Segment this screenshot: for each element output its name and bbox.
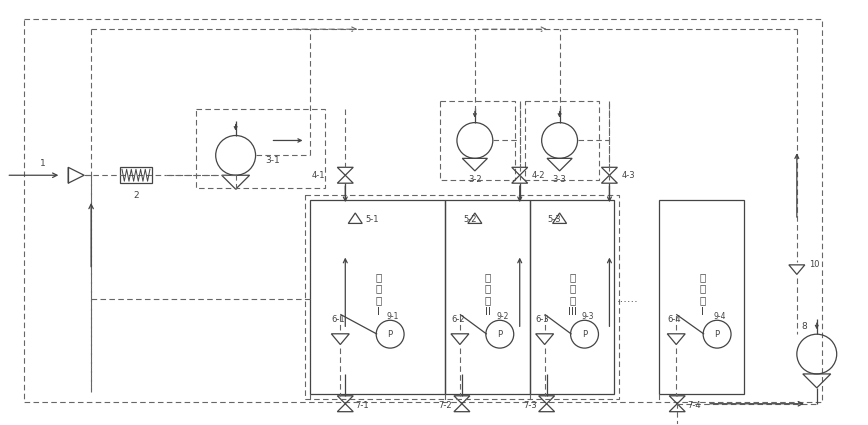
Text: 7-3: 7-3	[523, 401, 536, 410]
Bar	[306, 195, 620, 399]
Text: 9-4: 9-4	[713, 312, 727, 321]
Text: 7-2: 7-2	[438, 401, 452, 410]
Text: P: P	[388, 330, 392, 339]
Text: 正
压
区
III: 正 压 区 III	[568, 272, 577, 317]
Text: 6-1: 6-1	[332, 315, 345, 324]
Text: 5-2: 5-2	[463, 215, 477, 224]
Bar	[311, 200, 445, 394]
Bar	[445, 200, 529, 394]
Text: 4-1: 4-1	[312, 171, 326, 180]
Text: P: P	[582, 330, 587, 339]
Text: 10: 10	[809, 260, 819, 269]
Text: 4-2: 4-2	[532, 171, 545, 180]
Text: 9-1: 9-1	[387, 312, 399, 321]
Bar	[196, 109, 326, 188]
Bar	[120, 167, 152, 183]
Text: ......: ......	[616, 295, 638, 304]
Text: P: P	[714, 330, 720, 339]
Text: 3-1: 3-1	[266, 156, 280, 165]
Text: 正
压
区
I: 正 压 区 I	[375, 272, 381, 317]
Text: 7-4: 7-4	[687, 401, 700, 410]
Text: 6-4: 6-4	[667, 315, 681, 324]
Text: 6-3: 6-3	[536, 315, 549, 324]
Text: 负
压
区
I: 负 压 区 I	[699, 272, 706, 317]
Bar	[660, 200, 744, 394]
Text: 正
压
区
II: 正 压 区 II	[484, 272, 491, 317]
Circle shape	[703, 320, 731, 348]
Text: 3-3: 3-3	[553, 175, 567, 184]
Circle shape	[376, 320, 404, 348]
Text: 9-3: 9-3	[582, 312, 594, 321]
Text: 7-1: 7-1	[355, 401, 369, 410]
Circle shape	[486, 320, 514, 348]
Text: 2: 2	[133, 191, 139, 200]
Text: 9-2: 9-2	[496, 312, 509, 321]
Text: 6-2: 6-2	[451, 315, 464, 324]
Circle shape	[570, 320, 598, 348]
Text: 5-3: 5-3	[548, 215, 562, 224]
Text: P: P	[497, 330, 503, 339]
Text: 4-3: 4-3	[621, 171, 635, 180]
Bar	[529, 200, 615, 394]
Text: 8: 8	[802, 322, 807, 331]
Text: 5-1: 5-1	[365, 215, 378, 224]
Text: 3-2: 3-2	[468, 175, 482, 184]
Bar	[525, 101, 600, 180]
Text: 1: 1	[41, 159, 46, 168]
Bar	[440, 101, 515, 180]
